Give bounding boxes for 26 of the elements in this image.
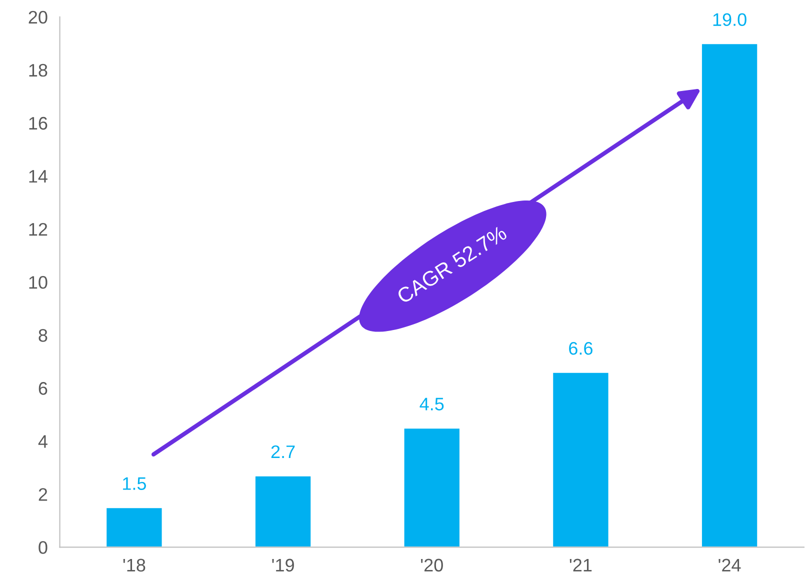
data-label: 6.6	[569, 342, 592, 355]
x-tick-label: '24	[718, 558, 741, 572]
y-tick-label: 14	[29, 170, 48, 183]
y-tick-label: 12	[29, 222, 48, 236]
y-tick-label: 0	[38, 541, 48, 554]
bar	[105, 506, 164, 548]
y-tick-label: 10	[29, 276, 48, 289]
bar	[254, 474, 312, 548]
y-tick-label: 16	[29, 116, 48, 130]
bar	[700, 42, 759, 548]
y-tick-label: 20	[28, 10, 48, 24]
data-label: 2.7	[271, 445, 295, 458]
y-tick-label: 18	[29, 64, 48, 77]
y-tick-label: 4	[38, 435, 48, 448]
x-tick-label: '21	[570, 558, 592, 572]
y-tick-label: 8	[38, 329, 48, 342]
y-tick-label: 2	[38, 488, 48, 501]
x-tick-label: '18	[123, 558, 146, 572]
x-tick-label: '19	[272, 558, 294, 572]
data-label: 1.5	[123, 477, 146, 490]
y-tick-label: 6	[38, 382, 48, 395]
bar	[402, 427, 461, 548]
data-label: 4.5	[420, 398, 444, 410]
bar	[552, 372, 610, 548]
x-tick-label: '20	[421, 558, 443, 572]
data-label: 19.0	[713, 13, 746, 26]
